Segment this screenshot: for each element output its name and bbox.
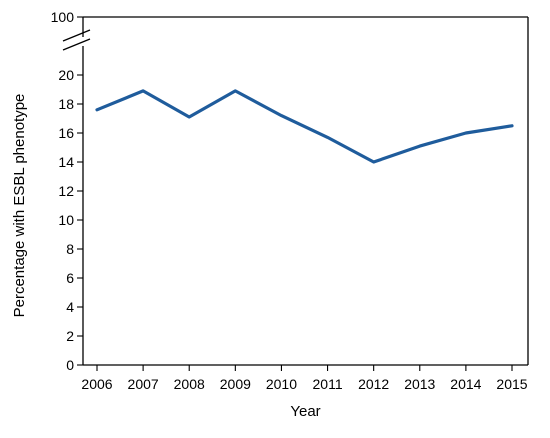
y-tick-label-14: 14 [58, 154, 74, 170]
y-tick-label-20: 20 [58, 67, 74, 83]
x-tick-label-2015: 2015 [496, 376, 527, 392]
series-line-0 [95, 89, 514, 164]
axis-break-mark-lower [62, 38, 91, 51]
x-tick-label-2009: 2009 [220, 376, 251, 392]
x-tick-label-2014: 2014 [450, 376, 481, 392]
tick-labels: 100 0 2 4 6 8 10 12 14 16 18 20 2006 2007 2008 2009 2010… [51, 9, 528, 392]
x-tick-label-2012: 2012 [358, 376, 389, 392]
y-tick-label-6: 6 [66, 270, 74, 286]
x-tick-label-2008: 2008 [174, 376, 205, 392]
y-tick-label-16: 16 [58, 125, 74, 141]
y-tick-label-12: 12 [58, 183, 74, 199]
axis-break-mark-upper [62, 29, 91, 42]
x-tick-label-2013: 2013 [404, 376, 435, 392]
y-axis-title: Percentage with ESBL phenotype [11, 94, 28, 318]
y-tick-label-2: 2 [66, 328, 74, 344]
tick-marks [77, 16, 513, 371]
axes [62, 16, 529, 366]
x-tick-label-2007: 2007 [128, 376, 159, 392]
y-tick-label-10: 10 [58, 212, 74, 228]
y-tick-label-0: 0 [66, 357, 74, 373]
y-tick-label-18: 18 [58, 96, 74, 112]
y-tick-label-100: 100 [51, 9, 75, 25]
x-tick-label-2010: 2010 [266, 376, 297, 392]
y-tick-label-8: 8 [66, 241, 74, 257]
x-tick-label-2006: 2006 [81, 376, 112, 392]
x-axis-title: Year [290, 403, 320, 420]
x-tick-label-2011: 2011 [313, 376, 343, 392]
series-lines [95, 89, 514, 164]
y-tick-label-4: 4 [66, 299, 74, 315]
